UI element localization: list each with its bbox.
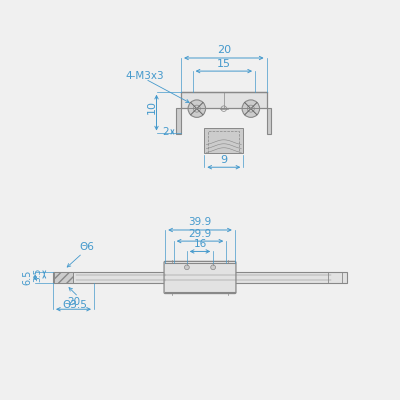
Circle shape (188, 100, 206, 117)
Text: 20: 20 (67, 297, 80, 307)
Text: Θ6: Θ6 (79, 242, 94, 252)
Bar (204, 128, 243, 153)
Text: 4-M3x3: 4-M3x3 (126, 71, 164, 81)
Text: 2: 2 (162, 127, 168, 137)
Bar (208, 132, 239, 153)
Bar (53, 272, 347, 284)
Text: 15: 15 (217, 59, 231, 69)
Bar (54, 272, 73, 284)
Text: 39.9: 39.9 (188, 217, 212, 227)
FancyBboxPatch shape (164, 261, 236, 294)
Text: 6.5: 6.5 (22, 270, 32, 285)
Bar (266, 108, 271, 134)
Bar (176, 108, 181, 134)
Text: Θ3.5: Θ3.5 (62, 300, 87, 310)
Circle shape (211, 265, 216, 270)
Text: 10: 10 (147, 100, 157, 114)
Text: 20: 20 (217, 45, 231, 55)
Text: 16: 16 (193, 240, 207, 250)
Text: 3.5: 3.5 (33, 267, 42, 282)
Circle shape (184, 265, 189, 270)
Bar (181, 92, 266, 108)
Text: 9: 9 (220, 155, 227, 165)
Circle shape (242, 100, 260, 117)
Text: 29.9: 29.9 (188, 229, 212, 239)
